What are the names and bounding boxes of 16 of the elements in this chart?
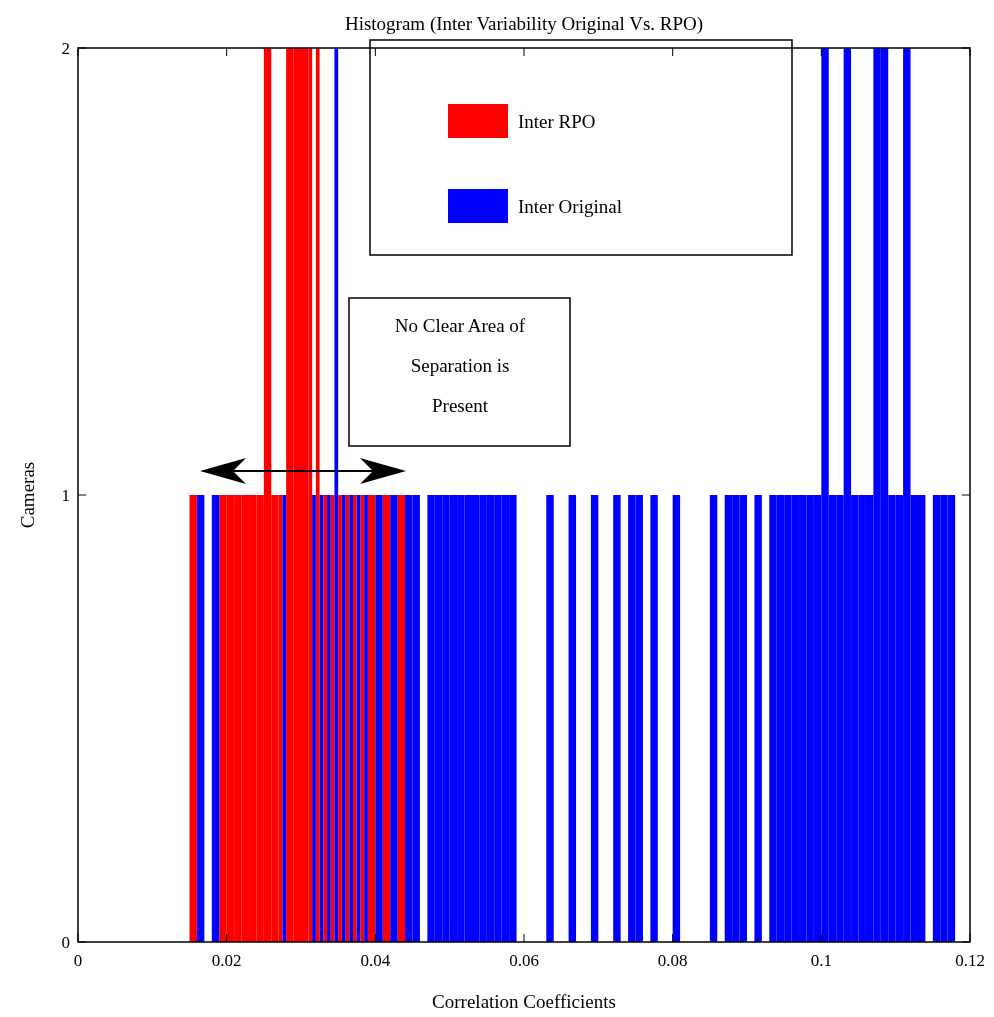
legend-label: Inter RPO bbox=[518, 111, 596, 132]
x-tick-label: 0.12 bbox=[955, 951, 985, 970]
x-tick-label: 0.1 bbox=[810, 951, 832, 970]
chart-title: Histogram (Inter Variability Original Vs. RPO) bbox=[344, 13, 704, 35]
annotation: No Clear Area of Separation is Present bbox=[394, 315, 526, 416]
x-axis-title: Correlation Coefficients bbox=[432, 991, 616, 1012]
y-tick-label: 2 bbox=[61, 39, 70, 58]
x-tick-label: 0.04 bbox=[360, 951, 391, 970]
x-tick-label: 0.02 bbox=[211, 951, 242, 970]
y-tick-label: 1 bbox=[61, 486, 70, 505]
x-tick-label: 0.08 bbox=[657, 951, 688, 970]
x-tick-label: 0.06 bbox=[509, 951, 539, 970]
y-axis-title: Cameras bbox=[17, 461, 38, 529]
legend-label: Inter Original bbox=[518, 196, 622, 217]
x-tick-label: 0 bbox=[73, 951, 83, 970]
y-tick-label: 0 bbox=[61, 933, 70, 952]
